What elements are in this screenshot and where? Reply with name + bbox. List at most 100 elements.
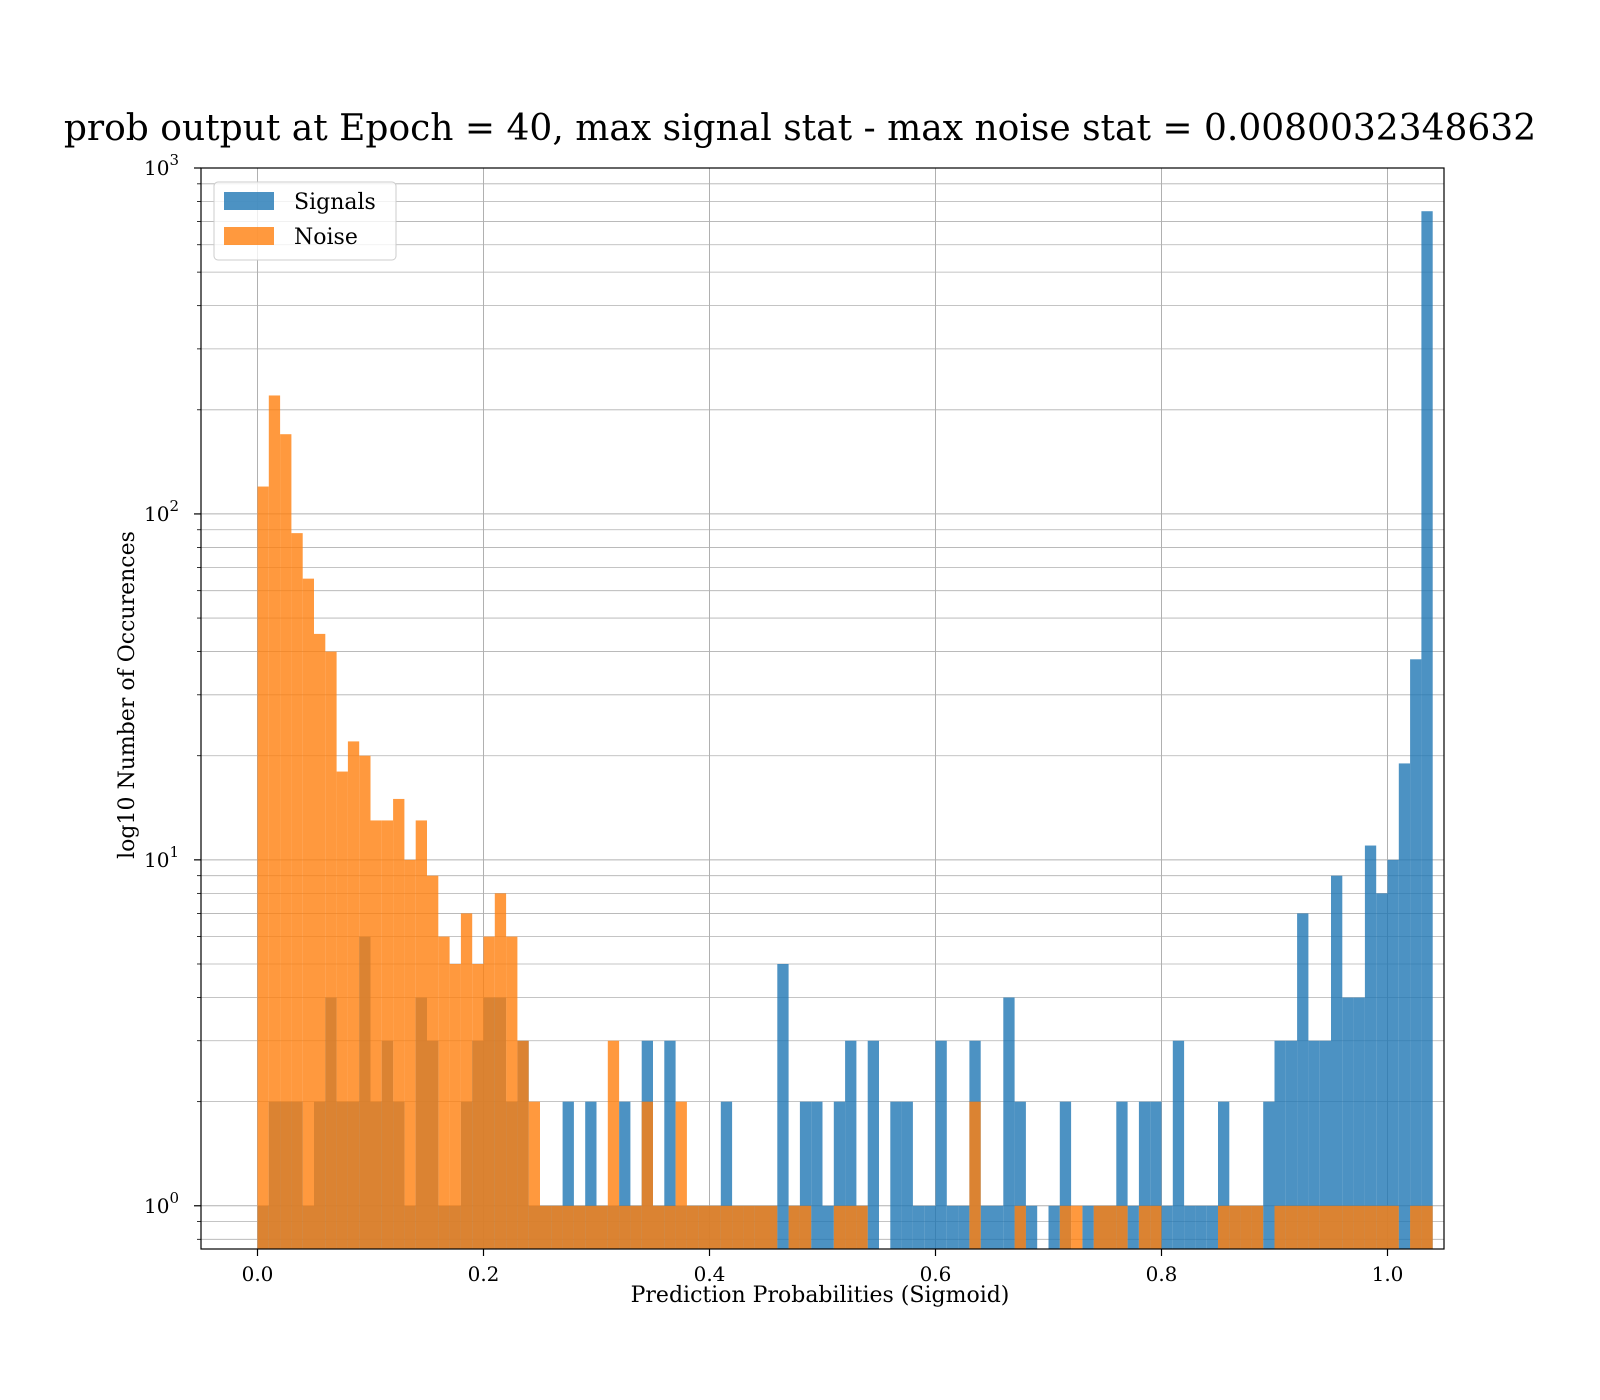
histogram-bar [686, 1205, 699, 1249]
legend: Signals Noise [213, 181, 397, 261]
histogram-bar [607, 1040, 620, 1249]
histogram-bar [1048, 1205, 1060, 1249]
histogram-bar [1376, 893, 1388, 1249]
histogram-bar [415, 820, 427, 1249]
histogram-bar [675, 1101, 687, 1249]
series-noise [257, 395, 1433, 1249]
histogram-bar [517, 1040, 529, 1249]
histogram-bar [1071, 1205, 1083, 1249]
histogram-bar [1353, 1205, 1365, 1249]
histogram-bar [845, 1205, 857, 1249]
x-tick-label: 0.4 [694, 1262, 726, 1286]
y-axis-label: log10 Number of Occurences [115, 531, 140, 859]
histogram-bar [1319, 1205, 1331, 1249]
histogram-bar [1308, 1205, 1320, 1249]
histogram-bar [1342, 1205, 1354, 1249]
x-tick-label: 0.6 [920, 1262, 952, 1286]
histogram-bar [720, 1101, 733, 1249]
histogram-bar [1331, 875, 1343, 1249]
y-tick-label: 102 [144, 497, 179, 526]
histogram-bar [562, 1101, 574, 1249]
histogram-bar [946, 1205, 959, 1249]
histogram-bar [585, 1101, 597, 1249]
histogram-bar [1376, 1205, 1388, 1249]
histogram-bar [664, 1205, 676, 1249]
axis-ticks: 0.0 0.2 0.4 0.6 0.8 1.0 100 101 102 103 [144, 151, 1403, 1286]
histogram-bar [619, 1205, 631, 1249]
histogram-bar [890, 1101, 902, 1249]
histogram-bar [1387, 1205, 1399, 1249]
histogram-bar [449, 963, 461, 1249]
histogram-bar [494, 893, 507, 1249]
histogram-bar [562, 1205, 574, 1249]
histogram-bar [732, 1205, 744, 1249]
histogram-bar [1229, 1205, 1241, 1249]
histogram-bar [573, 1205, 586, 1249]
histogram-bar [472, 963, 484, 1249]
histogram-bar [799, 1205, 812, 1249]
histogram-bar [1150, 1101, 1162, 1249]
histogram-bar [1353, 997, 1365, 1249]
histogram-bar [506, 936, 518, 1249]
histogram-bar [1297, 913, 1309, 1249]
histogram-bar [1240, 1205, 1252, 1249]
histogram-bar [1410, 659, 1422, 1249]
histogram-bar [867, 1040, 879, 1249]
histogram-bar [1127, 1205, 1139, 1249]
histogram-bar [766, 1205, 778, 1249]
histogram-bar [1410, 1205, 1422, 1249]
histogram-bar [1014, 1205, 1026, 1249]
histogram-bar [1172, 1040, 1185, 1249]
histogram-bar [1297, 1205, 1309, 1249]
histogram-bar [720, 1205, 733, 1249]
histogram-bar [336, 771, 348, 1249]
histogram-bar [924, 1205, 936, 1249]
y-tick-label: 100 [144, 1189, 179, 1218]
legend-label-noise: Noise [294, 225, 358, 250]
histogram-bar [1285, 1040, 1298, 1249]
chart-title: prob output at Epoch = 40, max signal st… [64, 108, 1536, 149]
histogram-bar [1093, 1205, 1105, 1249]
histogram-bar [1206, 1205, 1218, 1249]
histogram-bar [1059, 1101, 1072, 1249]
histogram-bar [1150, 1205, 1162, 1249]
histogram-bar [1251, 1205, 1264, 1249]
histogram-bar [1218, 1205, 1230, 1249]
x-tick-label: 1.0 [1372, 1262, 1404, 1286]
histogram-bar [743, 1205, 755, 1249]
histogram-bars [257, 211, 1433, 1250]
histogram-bar [314, 633, 326, 1249]
histogram-bar [912, 1205, 925, 1249]
histogram-bar [596, 1205, 608, 1249]
histogram-bar [799, 1101, 812, 1249]
histogram-bar [359, 755, 371, 1249]
histogram-bar [1105, 1205, 1117, 1249]
histogram-bar [528, 1101, 540, 1249]
histogram-bar [980, 1205, 992, 1249]
histogram-bar [1025, 1205, 1038, 1249]
histogram-bar [969, 1101, 981, 1249]
histogram-bar [833, 1205, 846, 1249]
histogram-bar [1116, 1101, 1128, 1249]
histogram-bar [856, 1205, 868, 1249]
histogram-bar [777, 963, 789, 1249]
histogram-bar [1319, 1040, 1331, 1249]
histogram-bar [1364, 1205, 1377, 1249]
histogram-bar [268, 395, 281, 1249]
histogram-bar [1331, 1205, 1343, 1249]
histogram-bar [811, 1101, 823, 1249]
histogram-bar [1285, 1205, 1298, 1249]
histogram-bar [641, 1101, 653, 1249]
legend-swatch-signals [224, 192, 274, 210]
histogram-bar [280, 434, 292, 1249]
histogram-bar [1116, 1205, 1128, 1249]
histogram-bar [1195, 1205, 1207, 1249]
histogram-bar [1138, 1101, 1151, 1249]
histogram-bar [1003, 997, 1015, 1249]
histogram-bar [1398, 763, 1411, 1249]
histogram-bar [754, 1205, 766, 1249]
histogram-bar [630, 1205, 642, 1249]
histogram-bar [551, 1205, 563, 1249]
histogram-bar [619, 1101, 631, 1249]
